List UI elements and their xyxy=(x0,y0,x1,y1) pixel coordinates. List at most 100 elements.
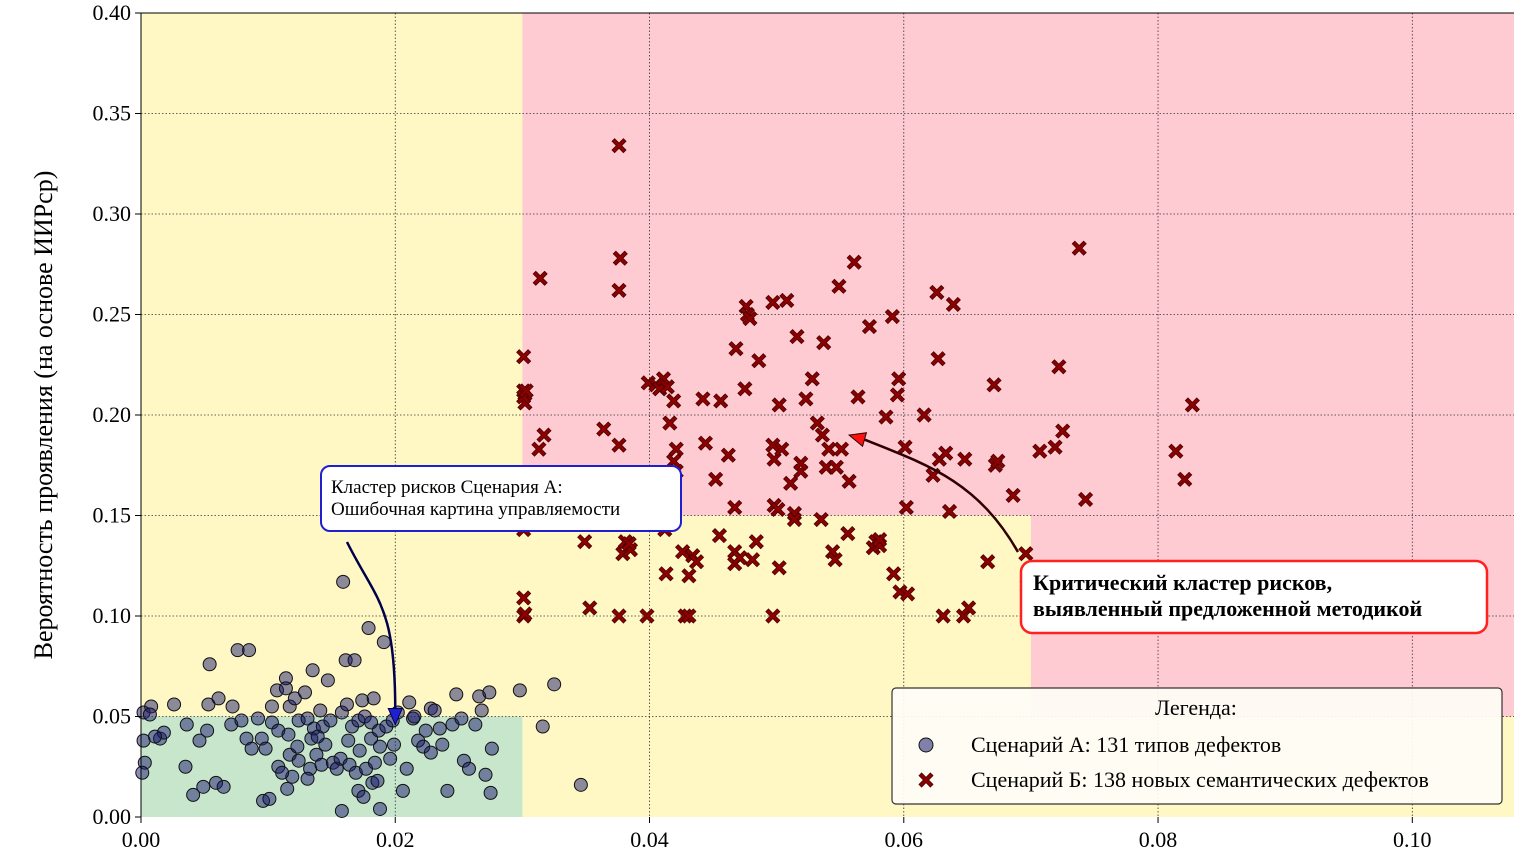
point-scenario-b xyxy=(878,409,894,425)
point-scenario-b xyxy=(531,441,547,457)
point-scenario-a xyxy=(192,733,207,748)
annotation-b-line-2: выявленный предложенной методикой xyxy=(1033,596,1422,621)
legend-label-scenario-b: Сценарий Б: 138 новых семантических дефе… xyxy=(971,767,1429,792)
point-scenario-a xyxy=(314,757,329,772)
point-scenario-a xyxy=(418,723,433,738)
point-scenario-b xyxy=(1051,359,1067,375)
annotation-b-arrow xyxy=(862,437,1020,553)
point-scenario-a xyxy=(216,779,231,794)
point-scenario-a xyxy=(535,719,550,734)
point-scenario-b xyxy=(1005,487,1021,503)
point-scenario-b xyxy=(814,427,830,443)
point-scenario-b xyxy=(516,590,532,606)
point-scenario-b xyxy=(611,138,627,154)
point-scenario-b xyxy=(872,532,888,548)
point-scenario-a xyxy=(468,717,483,732)
point-scenario-b xyxy=(577,534,593,550)
point-scenario-a xyxy=(336,574,351,589)
point-scenario-a xyxy=(291,753,306,768)
point-scenario-b xyxy=(840,526,856,542)
point-scenario-b xyxy=(957,451,973,467)
point-scenario-a xyxy=(361,621,376,636)
point-scenario-b xyxy=(861,318,878,335)
annotation-b-line-1: Критический кластер рисков, xyxy=(1033,570,1332,595)
point-scenario-b xyxy=(765,608,781,624)
point-scenario-a xyxy=(355,693,370,708)
point-scenario-a xyxy=(402,695,417,710)
x-tick-label: 0.00 xyxy=(122,827,161,852)
point-scenario-a xyxy=(297,685,312,700)
point-scenario-b xyxy=(945,296,961,313)
point-scenario-b xyxy=(611,437,627,453)
point-scenario-b xyxy=(831,278,847,294)
point-scenario-a xyxy=(383,751,398,766)
point-scenario-b xyxy=(612,250,628,266)
point-scenario-a xyxy=(423,745,438,760)
annotation-b-arrow-head xyxy=(847,432,868,448)
y-tick-label: 0.35 xyxy=(93,101,132,126)
point-scenario-a xyxy=(449,687,464,702)
point-scenario-b xyxy=(884,308,900,325)
point-scenario-a xyxy=(281,727,296,742)
point-scenario-a xyxy=(287,691,302,706)
point-scenario-a xyxy=(142,707,157,722)
y-tick-label: 0.05 xyxy=(93,704,132,729)
point-scenario-a xyxy=(454,711,469,726)
point-scenario-b xyxy=(846,254,862,270)
point-scenario-b xyxy=(1168,443,1184,459)
point-scenario-a xyxy=(211,691,226,706)
point-scenario-b xyxy=(793,455,809,471)
point-scenario-b xyxy=(816,335,832,351)
point-scenario-a xyxy=(432,721,447,736)
y-tick-label: 0.10 xyxy=(93,603,132,628)
point-scenario-b xyxy=(827,552,843,568)
point-scenario-b xyxy=(897,439,913,455)
point-scenario-b xyxy=(833,441,850,457)
point-scenario-b xyxy=(841,473,857,489)
point-scenario-a xyxy=(461,761,476,776)
point-scenario-b xyxy=(659,379,675,395)
point-scenario-a xyxy=(258,741,273,756)
point-scenario-a xyxy=(320,673,335,688)
point-scenario-a xyxy=(225,699,240,714)
point-scenario-a xyxy=(367,755,382,770)
point-scenario-a xyxy=(484,741,499,756)
point-scenario-b xyxy=(783,475,799,491)
point-scenario-b xyxy=(1071,240,1087,256)
point-scenario-a xyxy=(262,791,277,806)
point-scenario-a xyxy=(347,653,362,668)
x-tick-label: 0.04 xyxy=(630,827,669,852)
point-scenario-b xyxy=(688,554,705,570)
point-scenario-b xyxy=(771,397,787,413)
point-scenario-b xyxy=(532,270,548,286)
point-scenario-b xyxy=(770,501,786,518)
point-scenario-b xyxy=(536,427,552,443)
point-scenario-b xyxy=(765,294,781,311)
point-scenario-b xyxy=(711,528,728,544)
point-scenario-b xyxy=(748,534,764,550)
point-scenario-a xyxy=(341,733,356,748)
red-zone-upper xyxy=(522,13,1514,516)
point-scenario-b xyxy=(751,353,767,369)
point-scenario-b xyxy=(930,351,946,367)
point-scenario-b xyxy=(727,499,743,516)
annotation-a-line-2: Ошибочная картина управляемости xyxy=(331,499,620,520)
point-scenario-b xyxy=(986,377,1002,393)
point-scenario-b xyxy=(990,453,1006,469)
point-scenario-a xyxy=(483,785,498,800)
annotation-a-arrow xyxy=(345,541,397,711)
point-scenario-a xyxy=(482,685,497,700)
point-scenario-b xyxy=(681,568,697,584)
point-scenario-a xyxy=(280,781,295,796)
point-scenario-b xyxy=(889,387,905,403)
point-scenario-a xyxy=(366,691,381,706)
point-scenario-b xyxy=(771,560,787,576)
point-scenario-b xyxy=(668,441,684,457)
point-scenario-a xyxy=(395,783,410,798)
legend: Легенда: Сценарий А: 131 типов дефектов … xyxy=(891,687,1503,805)
point-scenario-a xyxy=(201,697,216,712)
point-scenario-b xyxy=(850,389,866,405)
point-scenario-a xyxy=(323,713,338,728)
point-scenario-a xyxy=(573,777,588,792)
